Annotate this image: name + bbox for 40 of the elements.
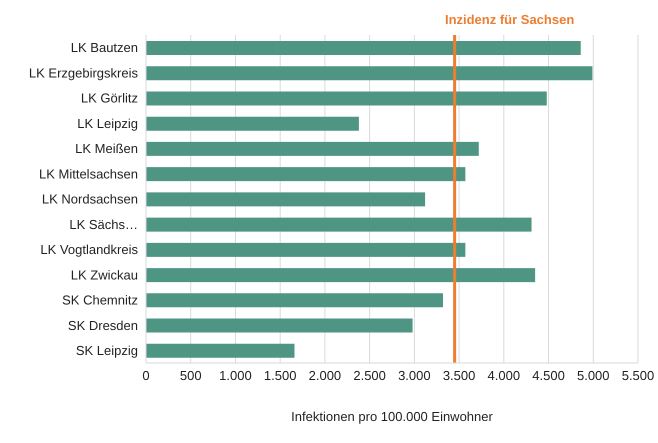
x-tick-label: 0 [142,368,150,384]
x-tick-label: 500 [180,368,202,384]
x-tick-label: 5.000 [577,368,610,384]
y-tick-label: SK Leipzig [76,343,138,358]
y-tick-label: LK Vogtlandkreis [40,242,138,258]
bar [146,66,592,80]
y-tick-label: LK Görlitz [80,90,138,106]
y-tick-label: LK Nordsachsen [42,192,138,207]
bar [146,41,581,55]
x-tick-label: 2.000 [308,368,342,384]
y-tick-label: LK Sächs… [69,216,138,232]
bar [146,91,547,106]
ref-line-label: Inzidenz für Sachsen [444,12,574,27]
x-tick-label: 2.500 [353,368,386,384]
x-tick-label: 1.000 [219,368,252,384]
y-tick-label: LK Mittelsachsen [39,166,138,182]
y-tick-label: SK Chemnitz [62,292,138,308]
bar [146,167,466,182]
bar [146,344,294,358]
y-tick-label: LK Meißen [75,141,138,156]
bar [146,268,536,282]
x-tick-label: 3.500 [442,368,476,384]
y-tick-label: LK Leipzig [77,116,138,131]
bar [146,218,532,232]
x-tick-label: 1.500 [264,368,296,384]
bar [146,116,359,131]
x-tick-label: 5.500 [622,368,654,384]
x-tick-label: 4.000 [488,368,520,384]
x-tick-label: 3.000 [398,368,431,384]
x-axis-title: Infektionen pro 100.000 Einwohner [291,409,494,424]
y-tick-label: LK Zwickau [70,267,138,282]
bar [146,192,426,206]
bar [146,242,466,257]
x-tick-label: 4.500 [532,368,565,384]
y-tick-label: LK Erzgebirgskreis [28,65,138,80]
bar [146,142,479,156]
y-tick-label: SK Dresden [68,318,138,333]
bar [146,293,443,308]
bar [146,318,413,333]
y-tick-label: LK Bautzen [70,40,138,56]
